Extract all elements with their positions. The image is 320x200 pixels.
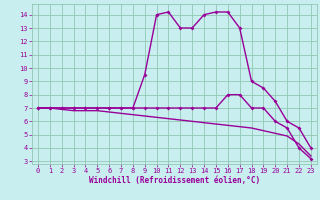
X-axis label: Windchill (Refroidissement éolien,°C): Windchill (Refroidissement éolien,°C) — [89, 176, 260, 185]
